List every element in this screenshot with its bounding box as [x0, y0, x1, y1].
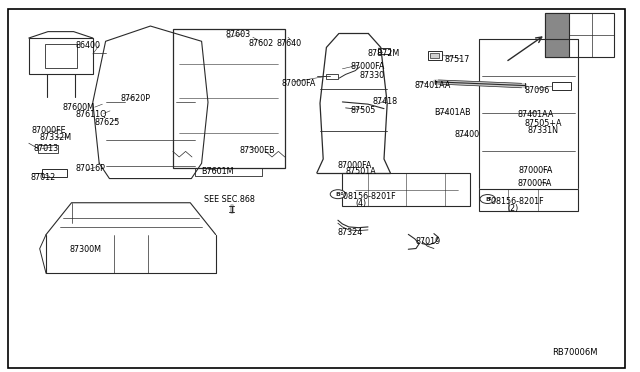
Text: 87016P: 87016P — [76, 164, 106, 173]
Bar — [545, 13, 570, 57]
Text: 87000FA: 87000FA — [518, 166, 553, 175]
Text: 87872M: 87872M — [368, 49, 400, 58]
Text: 87000FA: 87000FA — [338, 161, 372, 170]
Circle shape — [330, 190, 346, 199]
Text: (2): (2) — [507, 204, 518, 213]
Text: 87401AA: 87401AA — [415, 81, 451, 90]
Text: 87000FA: 87000FA — [351, 62, 385, 71]
Text: (4): (4) — [356, 199, 367, 208]
Text: 87332M: 87332M — [40, 133, 72, 142]
Text: 87620P: 87620P — [120, 94, 150, 103]
Text: 87517: 87517 — [445, 55, 470, 64]
Text: SEE SEC.868: SEE SEC.868 — [204, 195, 254, 203]
Text: 87000FA: 87000FA — [517, 179, 552, 188]
Text: B7601M: B7601M — [202, 167, 234, 176]
Text: 87300EB: 87300EB — [240, 146, 276, 155]
Text: B: B — [335, 192, 340, 197]
Text: 87000FE: 87000FE — [32, 126, 67, 135]
Text: 87600M: 87600M — [63, 103, 95, 112]
Text: 87013: 87013 — [33, 144, 58, 153]
Text: B7401AB: B7401AB — [434, 108, 470, 117]
Text: RB70006M: RB70006M — [552, 348, 597, 357]
Text: 87330: 87330 — [360, 71, 385, 80]
Text: 87611Q: 87611Q — [76, 110, 107, 119]
Bar — [545, 13, 570, 57]
Text: 87331N: 87331N — [528, 126, 559, 135]
Text: 87324: 87324 — [338, 228, 363, 237]
Text: 87012: 87012 — [31, 173, 56, 182]
Text: 87602: 87602 — [248, 39, 273, 48]
Text: 87640: 87640 — [276, 39, 301, 48]
Text: 87096: 87096 — [525, 86, 550, 94]
Text: 87000FA: 87000FA — [282, 79, 316, 88]
Text: 87400: 87400 — [454, 130, 479, 139]
Text: 87418: 87418 — [372, 97, 397, 106]
Text: °08156-8201F: °08156-8201F — [339, 192, 396, 201]
Text: 87401AA: 87401AA — [517, 110, 554, 119]
Text: 87505: 87505 — [351, 106, 376, 115]
Text: 87505+A: 87505+A — [525, 119, 563, 128]
Text: 87625: 87625 — [95, 118, 120, 126]
Text: 87603: 87603 — [226, 30, 251, 39]
Text: B: B — [485, 196, 490, 202]
Text: 87501A: 87501A — [346, 167, 376, 176]
Text: 86400: 86400 — [76, 41, 100, 50]
Circle shape — [480, 195, 495, 203]
Text: 87019: 87019 — [416, 237, 441, 246]
Text: °08156-8201F: °08156-8201F — [488, 197, 544, 206]
Polygon shape — [430, 53, 439, 58]
Text: 87300M: 87300M — [69, 245, 101, 254]
